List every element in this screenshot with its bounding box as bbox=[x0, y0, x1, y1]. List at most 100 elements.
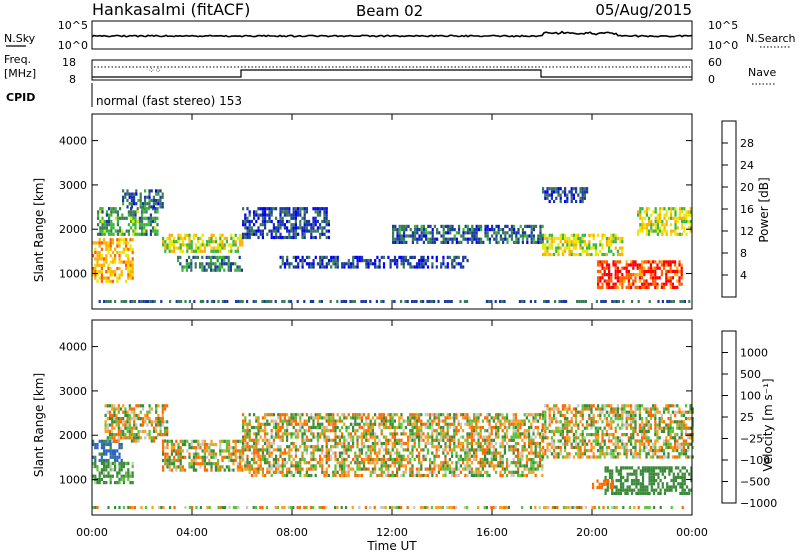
cell bbox=[186, 249, 189, 253]
cell bbox=[583, 190, 586, 194]
cell bbox=[630, 410, 633, 414]
cell bbox=[437, 448, 440, 452]
cell bbox=[98, 300, 101, 303]
cell bbox=[250, 226, 253, 230]
cell bbox=[197, 249, 200, 253]
cell bbox=[590, 417, 593, 421]
cell bbox=[559, 439, 562, 443]
cell bbox=[577, 423, 580, 427]
cell bbox=[575, 436, 578, 440]
cell bbox=[654, 404, 657, 408]
cell bbox=[221, 246, 224, 250]
cell bbox=[623, 442, 626, 446]
cell bbox=[316, 461, 319, 465]
cell bbox=[462, 435, 465, 439]
cell bbox=[288, 451, 291, 455]
cell bbox=[440, 262, 443, 266]
cell bbox=[674, 216, 677, 220]
cell bbox=[681, 232, 684, 236]
cell bbox=[341, 441, 344, 446]
cell bbox=[630, 417, 633, 421]
cell bbox=[579, 410, 582, 414]
cell bbox=[305, 461, 308, 465]
cell bbox=[190, 465, 193, 469]
cell bbox=[210, 233, 213, 237]
cell bbox=[201, 455, 204, 459]
cell bbox=[113, 426, 116, 430]
cell bbox=[400, 438, 403, 442]
cell bbox=[534, 300, 537, 303]
cell bbox=[435, 445, 438, 449]
cell bbox=[590, 442, 593, 446]
cell bbox=[495, 413, 498, 417]
cell bbox=[610, 276, 613, 280]
cell bbox=[369, 435, 372, 439]
cell bbox=[581, 455, 584, 459]
cell bbox=[544, 236, 547, 241]
cell bbox=[499, 300, 502, 303]
cell bbox=[219, 449, 222, 453]
cell bbox=[643, 216, 646, 220]
cell bbox=[433, 438, 436, 442]
cell bbox=[312, 422, 315, 426]
cell bbox=[190, 458, 193, 463]
cell bbox=[665, 263, 668, 267]
cell bbox=[431, 265, 434, 269]
cell bbox=[475, 470, 478, 474]
cell bbox=[634, 455, 637, 459]
cell bbox=[555, 187, 558, 191]
cell bbox=[128, 195, 131, 199]
cell bbox=[532, 234, 535, 238]
cell bbox=[512, 457, 515, 462]
cell bbox=[177, 246, 180, 250]
cell bbox=[128, 407, 131, 411]
cell bbox=[448, 438, 451, 442]
cell bbox=[334, 438, 337, 442]
cell bbox=[294, 448, 297, 452]
cell bbox=[246, 235, 249, 240]
cell bbox=[319, 262, 322, 266]
cell bbox=[466, 231, 469, 235]
cell bbox=[149, 300, 152, 303]
cell bbox=[625, 285, 628, 289]
cell bbox=[314, 223, 317, 227]
cell bbox=[104, 413, 107, 417]
cell bbox=[92, 442, 95, 447]
cell bbox=[239, 240, 242, 244]
cell bbox=[126, 198, 129, 203]
cell bbox=[603, 279, 606, 283]
cell bbox=[398, 464, 401, 468]
cell bbox=[248, 461, 251, 465]
cell bbox=[264, 223, 267, 227]
cell bbox=[257, 467, 260, 471]
cell bbox=[149, 213, 152, 217]
cell bbox=[146, 410, 149, 414]
cell bbox=[244, 226, 247, 230]
cell bbox=[514, 454, 517, 458]
cell bbox=[503, 425, 506, 430]
cell bbox=[648, 232, 651, 236]
cell bbox=[599, 442, 602, 446]
cell bbox=[349, 438, 352, 442]
cell bbox=[301, 232, 304, 236]
cell bbox=[199, 249, 202, 253]
cell bbox=[119, 417, 123, 421]
cell bbox=[275, 226, 278, 230]
cell bbox=[281, 435, 284, 439]
cell bbox=[114, 455, 117, 459]
cell bbox=[601, 420, 604, 424]
cell bbox=[160, 300, 163, 303]
cell bbox=[94, 458, 97, 463]
cell bbox=[277, 235, 280, 240]
cell bbox=[512, 413, 515, 417]
cell bbox=[292, 464, 295, 468]
cell bbox=[486, 419, 489, 423]
cell bbox=[413, 435, 416, 439]
cell bbox=[279, 232, 282, 236]
cell bbox=[409, 432, 412, 436]
cell bbox=[431, 234, 434, 238]
cell bbox=[303, 229, 306, 233]
cell bbox=[166, 404, 169, 408]
cell bbox=[479, 464, 482, 468]
cell bbox=[564, 236, 567, 241]
